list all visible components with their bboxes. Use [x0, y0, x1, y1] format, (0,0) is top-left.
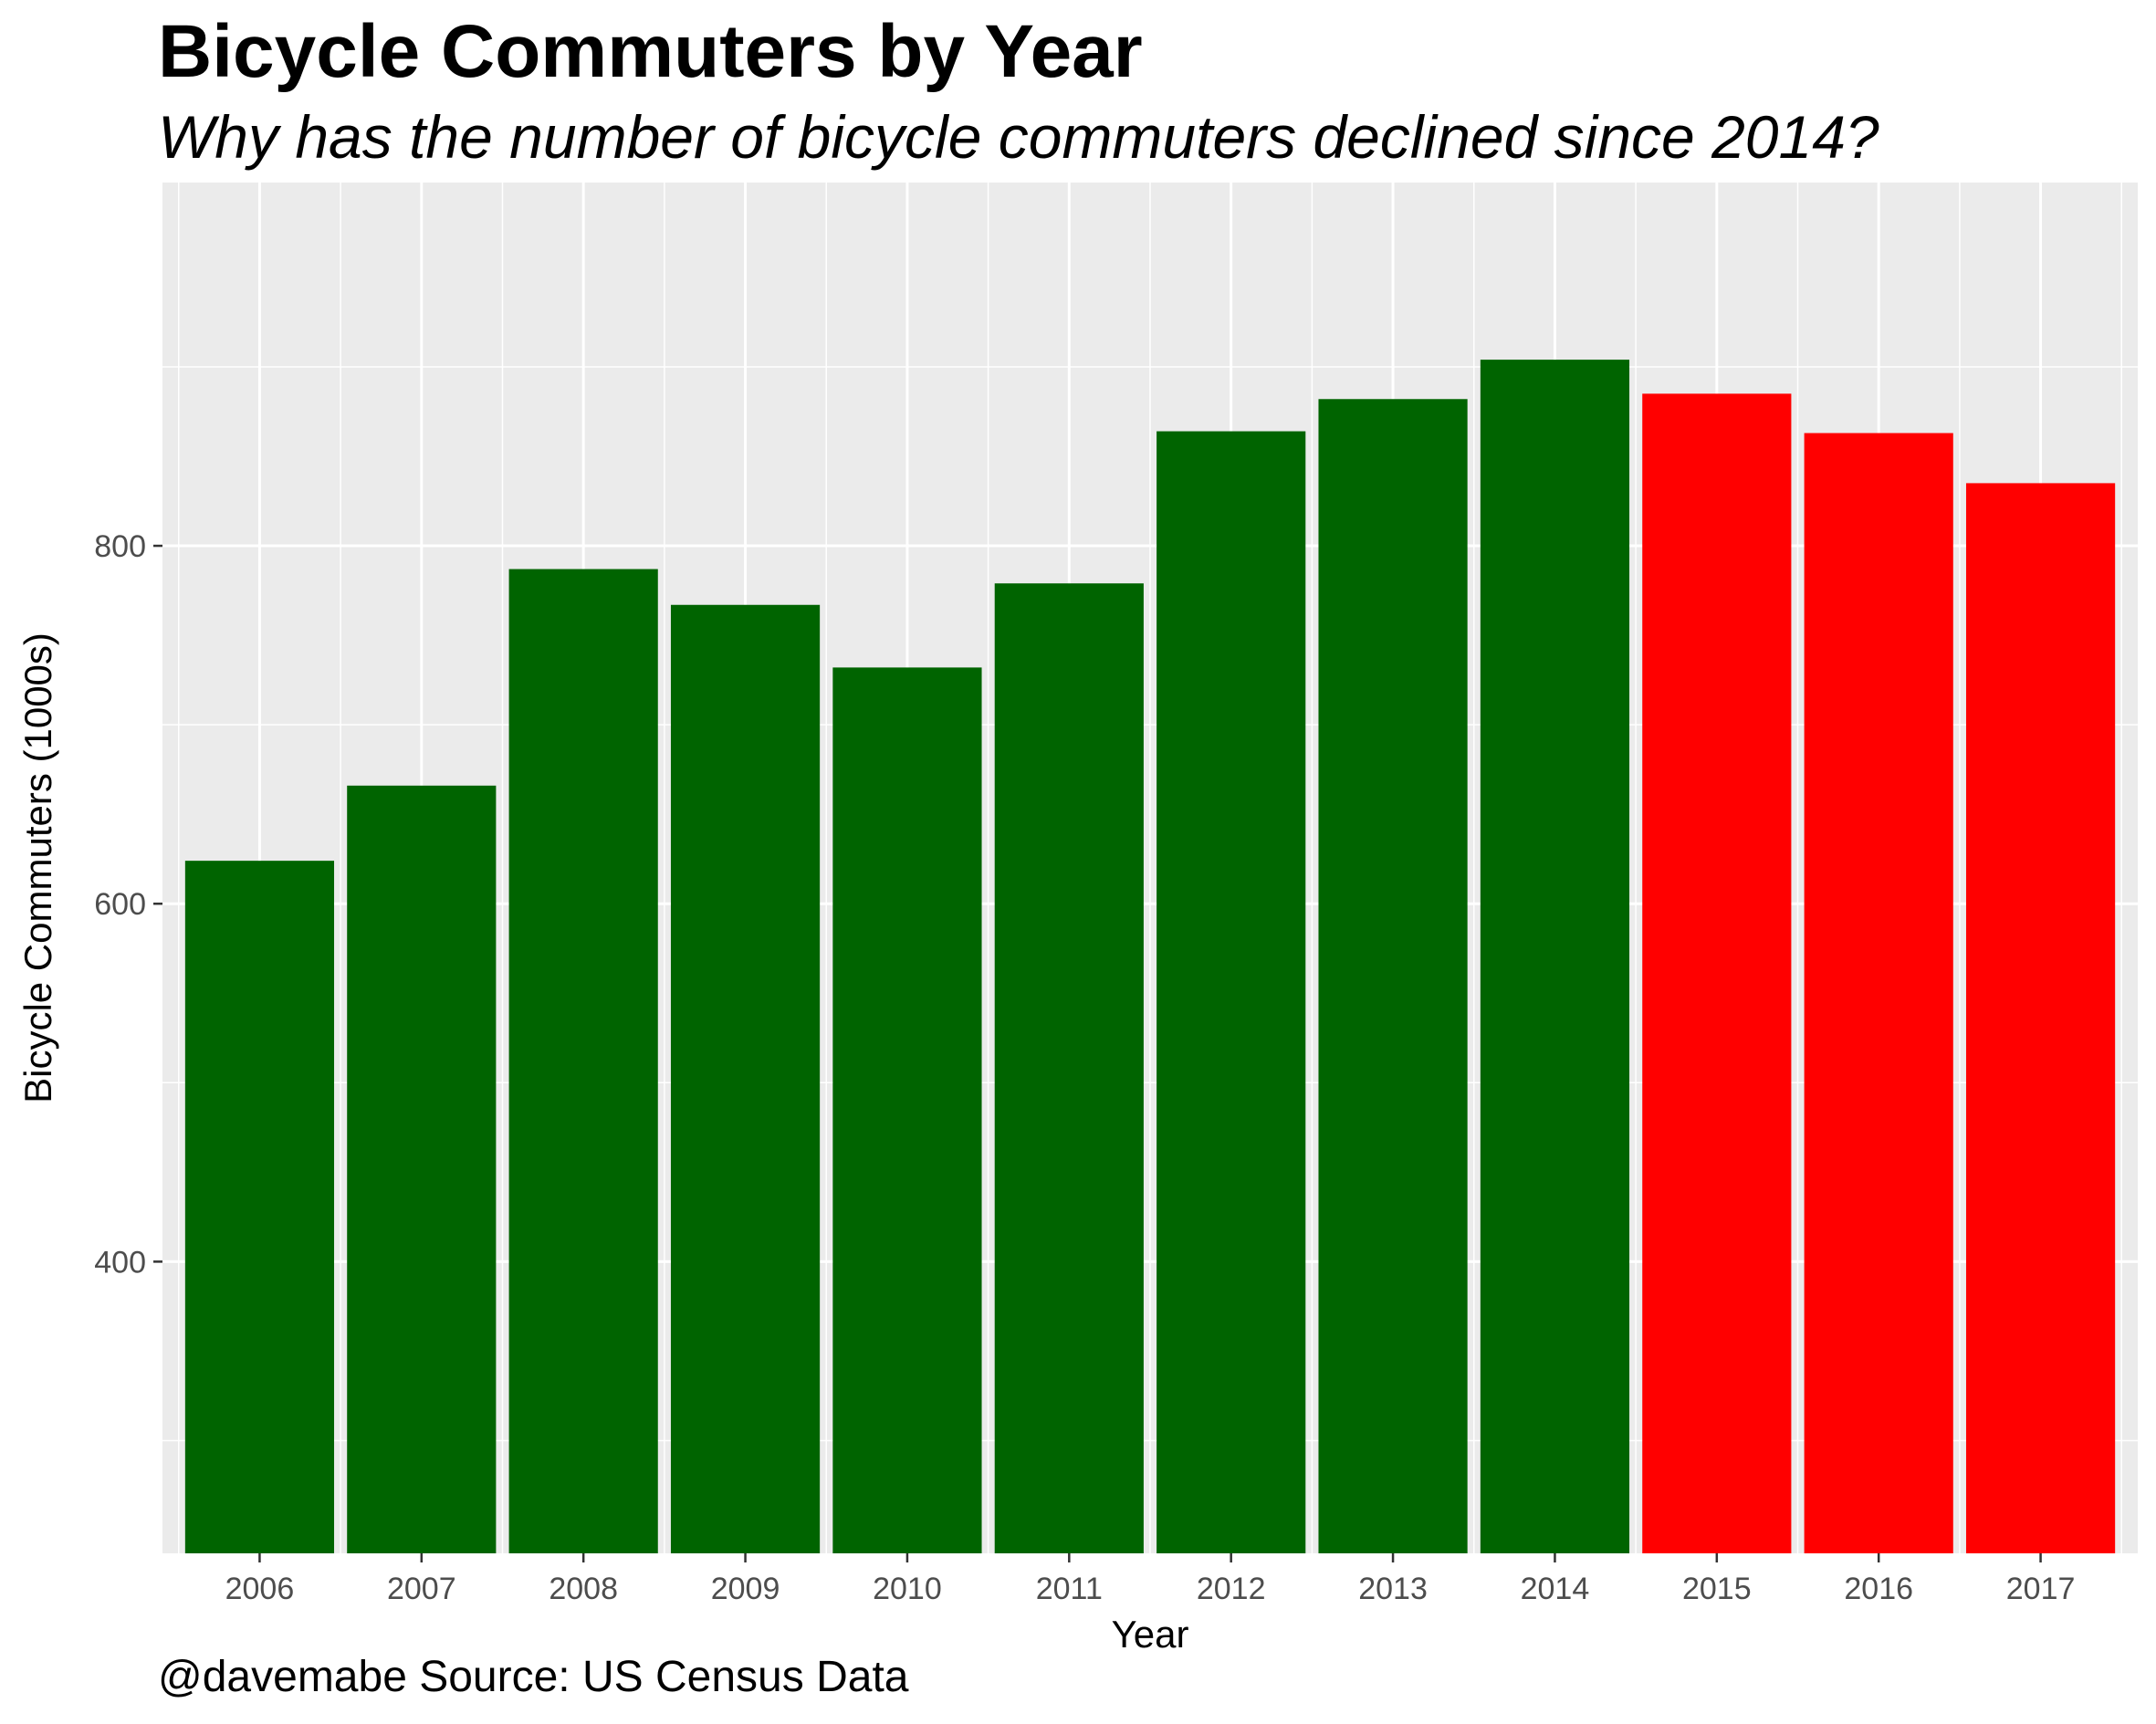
y-axis: 400 600 800 [94, 529, 162, 1280]
bar-2008 [508, 569, 658, 1553]
bar-2017 [1965, 483, 2116, 1553]
x-tick-label: 2017 [2006, 1572, 2076, 1606]
y-tick-label: 600 [94, 887, 146, 922]
bars-group [184, 360, 2116, 1554]
x-tick-label: 2010 [873, 1572, 942, 1606]
bar-2010 [832, 667, 982, 1553]
x-tick-label: 2011 [1036, 1572, 1103, 1606]
bar-2016 [1804, 433, 1953, 1553]
y-tick-label: 400 [94, 1245, 146, 1280]
bar-2012 [1156, 431, 1306, 1553]
x-tick-label: 2014 [1521, 1572, 1590, 1606]
x-axis: 2006 2007 2008 2009 2010 2011 2012 2013 2014 2015… [225, 1553, 2076, 1606]
bar-2007 [347, 785, 497, 1553]
chart-caption: @davemabe Source: US Census Data [158, 1653, 909, 1701]
x-tick-label: 2012 [1197, 1572, 1266, 1606]
bar-2009 [670, 604, 821, 1553]
y-tick-label: 800 [94, 529, 146, 564]
bar-2014 [1480, 360, 1630, 1554]
bar-2011 [994, 583, 1144, 1553]
bar-2015 [1642, 393, 1792, 1553]
x-tick-label: 2007 [387, 1572, 456, 1606]
bar-2013 [1318, 399, 1468, 1553]
x-tick-label: 2009 [711, 1572, 780, 1606]
x-tick-label: 2016 [1844, 1572, 1913, 1606]
x-tick-label: 2015 [1682, 1572, 1752, 1606]
bar-2006 [184, 861, 335, 1553]
y-axis-title: Bicycle Commuters (1000s) [16, 632, 59, 1103]
chart-subtitle: Why has the number of bicycle commuters … [158, 103, 1879, 171]
x-tick-label: 2006 [225, 1572, 295, 1606]
x-tick-label: 2008 [549, 1572, 618, 1606]
x-axis-title: Year [1112, 1613, 1189, 1656]
x-tick-label: 2013 [1358, 1572, 1428, 1606]
chart-title: Bicycle Commuters by Year [158, 10, 1143, 93]
